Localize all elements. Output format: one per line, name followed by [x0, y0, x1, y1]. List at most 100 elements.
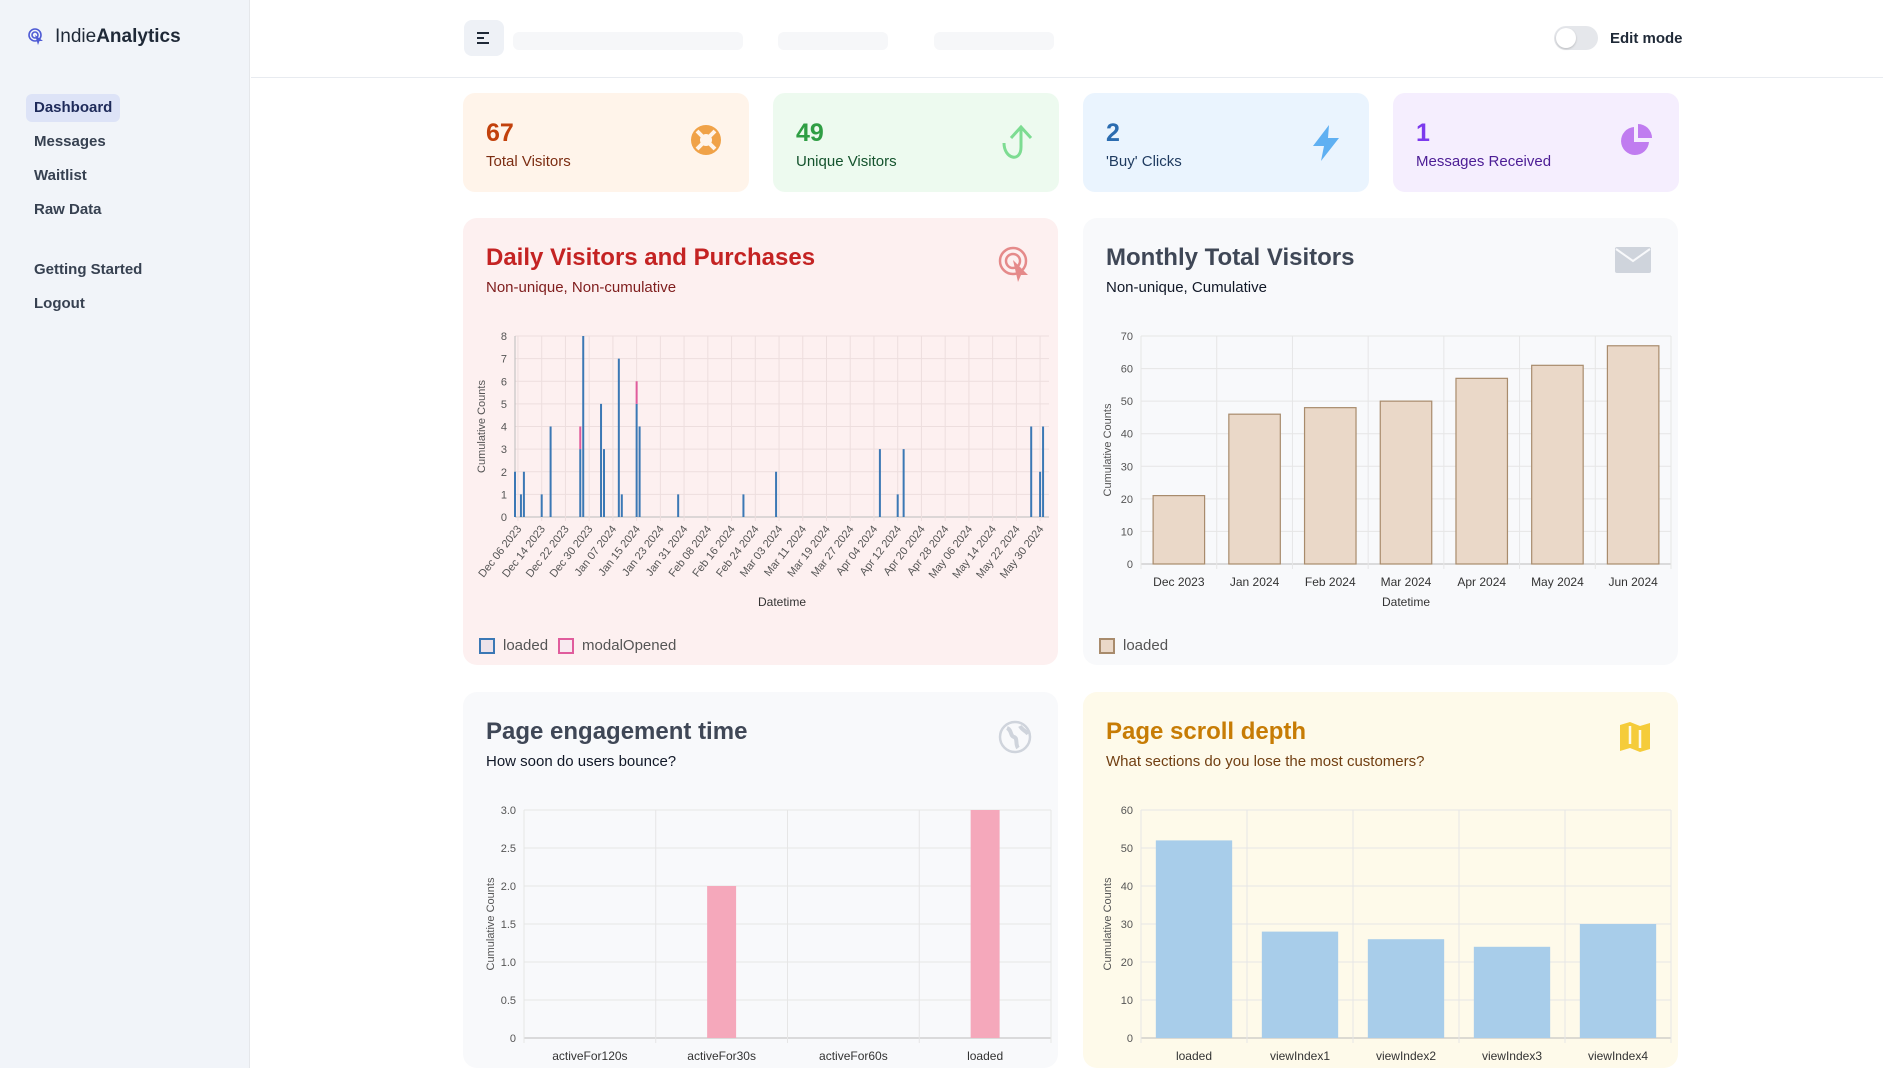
x-tick-label: May 2024: [1531, 575, 1584, 589]
lightning-icon: [1313, 125, 1339, 161]
y-axis-title: Cumulative Counts: [476, 380, 488, 473]
y-tick-label: 0: [501, 512, 507, 524]
nav-divider-space: [26, 230, 226, 256]
tap-icon: [998, 246, 1028, 282]
bar: [1303, 407, 1357, 565]
faded-filter-control: [778, 32, 888, 50]
stat-value: 1: [1416, 119, 1430, 147]
bar: [1152, 495, 1206, 565]
x-tick-label: Jun 2024: [1608, 575, 1658, 589]
y-tick-label: 0.5: [501, 995, 516, 1007]
sidebar-toggle-button[interactable]: [464, 20, 504, 56]
legend-label: modalOpened: [582, 637, 677, 654]
y-tick-label: 4: [501, 422, 507, 434]
bar: [1606, 345, 1660, 565]
pie-chart-icon: [1621, 124, 1652, 155]
x-tick-label: viewIndex1: [1270, 1049, 1330, 1063]
y-tick-label: 0: [1127, 559, 1133, 571]
x-tick-label: activeFor30s: [687, 1049, 756, 1063]
bar-loaded: [677, 494, 680, 517]
bar: [1455, 377, 1509, 565]
card-daily-visitors: Daily Visitors and Purchases Non-unique,…: [463, 218, 1058, 665]
y-tick-label: 20: [1121, 957, 1133, 969]
bar: [1228, 413, 1281, 565]
stat-card-buy-clicks: 2 'Buy' Clicks: [1083, 93, 1369, 192]
card-subtitle: How soon do users bounce?: [486, 753, 677, 770]
y-tick-label: 40: [1121, 881, 1133, 893]
y-tick-label: 8: [501, 331, 507, 343]
card-title: Monthly Total Visitors: [1106, 244, 1355, 271]
y-tick-label: 40: [1121, 429, 1133, 441]
bar: [970, 810, 1000, 1038]
bar-loaded: [603, 449, 605, 517]
stat-value: 67: [486, 119, 514, 147]
x-tick-label: viewIndex2: [1376, 1049, 1436, 1063]
stat-label: Unique Visitors: [796, 153, 897, 170]
legend-swatch: [1099, 637, 1115, 654]
x-tick-label: Jan 2024: [1230, 575, 1280, 589]
bar-loaded: [638, 426, 641, 517]
bar: [707, 886, 737, 1038]
brand-name-light: Indie: [55, 26, 97, 47]
x-tick-label: loaded: [1176, 1049, 1212, 1063]
card-subtitle: Non-unique, Non-cumulative: [486, 279, 677, 296]
x-axis-title: Datetime: [1382, 595, 1430, 609]
top-bar: Edit mode: [251, 0, 1883, 78]
y-axis-title: Cumulative Counts: [1102, 403, 1114, 496]
y-tick-label: 3.0: [501, 805, 516, 817]
bar-loaded: [519, 494, 522, 517]
sidebar-nav: Dashboard Messages Waitlist Raw Data Get…: [26, 94, 226, 324]
card-monthly-visitors: Monthly Total Visitors Non-unique, Cumul…: [1083, 218, 1678, 665]
bar-loaded: [579, 449, 582, 517]
bar: [1579, 924, 1657, 1038]
y-tick-label: 6: [501, 376, 507, 388]
y-tick-label: 60: [1121, 805, 1133, 817]
x-tick-label: Apr 2024: [1457, 575, 1506, 589]
stat-label: Total Visitors: [486, 153, 571, 170]
y-tick-label: 1: [501, 489, 507, 501]
stat-value: 2: [1106, 119, 1120, 147]
sidebar-item-logout[interactable]: Logout: [34, 295, 85, 312]
y-axis-title: Cumulative Counts: [485, 877, 497, 970]
legend-item-loaded[interactable]: loaded: [479, 637, 548, 654]
card-subtitle: What sections do you lose the most custo…: [1106, 753, 1425, 770]
y-tick-label: 20: [1121, 494, 1133, 506]
stat-value: 49: [796, 119, 824, 147]
arrow-up-curve-icon: [1002, 124, 1033, 159]
bar: [1261, 931, 1339, 1038]
bar-loaded: [540, 494, 543, 517]
bar-loaded: [1039, 471, 1042, 517]
sidebar-item-waitlist[interactable]: Waitlist: [34, 167, 87, 184]
stat-card-total-visitors: 67 Total Visitors: [463, 93, 749, 192]
legend-item-modal-opened[interactable]: modalOpened: [558, 637, 676, 654]
chart-scroll: 0 10 20 30 40 50 60 Cumulative Counts loaded view…: [1102, 805, 1672, 1063]
stat-label: 'Buy' Clicks: [1106, 153, 1182, 170]
faded-export-control: [934, 32, 1054, 50]
legend-item-loaded[interactable]: loaded: [1099, 637, 1168, 654]
x-tick-label: viewIndex3: [1482, 1049, 1542, 1063]
legend-swatch: [479, 637, 495, 654]
y-tick-label: 0: [510, 1033, 516, 1045]
chart-engagement: 0 0.5 1.0 1.5 2.0 2.5 3.0 Cumulative Counts acti…: [485, 805, 1052, 1063]
legend-label: loaded: [503, 637, 549, 654]
legend-swatch: [558, 637, 575, 654]
y-tick-label: 30: [1121, 461, 1133, 473]
sidebar-item-raw-data[interactable]: Raw Data: [34, 201, 102, 218]
bar: [1531, 364, 1584, 565]
sidebar: Indie Analytics Dashboard Messages Waitli…: [0, 0, 250, 1068]
globe-icon: [998, 720, 1032, 754]
sidebar-item-dashboard[interactable]: Dashboard: [26, 94, 121, 122]
y-tick-label: 2.0: [501, 881, 516, 893]
y-tick-label: 0: [1127, 1033, 1133, 1045]
sidebar-item-messages[interactable]: Messages: [34, 133, 106, 150]
chart-monthly: 0 10 20 30 40 50 60 70 Cumulative Counts Dec 2023…: [1102, 331, 1672, 609]
y-tick-label: 10: [1121, 526, 1133, 538]
x-tick-label: Dec 2023: [1153, 575, 1205, 589]
stat-label: Messages Received: [1416, 153, 1552, 170]
sidebar-item-getting-started[interactable]: Getting Started: [34, 261, 143, 278]
brand-logo[interactable]: Indie Analytics: [27, 26, 181, 48]
x-tick-label: viewIndex4: [1588, 1049, 1648, 1063]
edit-mode-toggle[interactable]: [1554, 26, 1598, 50]
bar-loaded: [1042, 426, 1045, 517]
chart-legend: loaded: [1099, 637, 1178, 654]
